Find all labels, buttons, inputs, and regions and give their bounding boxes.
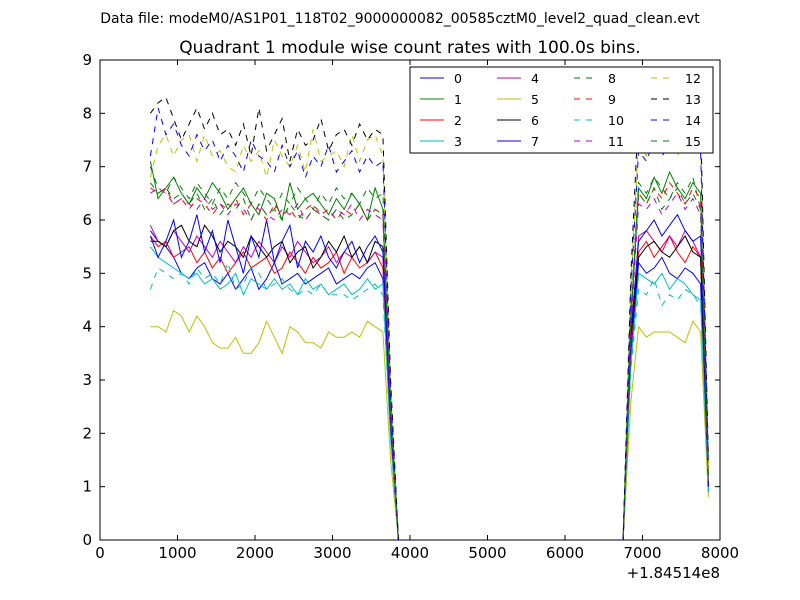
y-tick-label: 8 — [82, 104, 92, 122]
chart-title: Quadrant 1 module wise count rates with … — [179, 38, 640, 58]
x-tick-label: 0 — [95, 544, 105, 562]
legend-label-11: 11 — [608, 134, 624, 149]
series-line-9 — [150, 181, 709, 541]
y-tick-label: 9 — [82, 51, 92, 69]
legend-label-8: 8 — [608, 71, 616, 86]
series-line-8 — [149, 166, 709, 541]
x-tick-label: 5000 — [468, 544, 506, 562]
series-line-2 — [149, 235, 709, 541]
series-line-13 — [149, 96, 709, 541]
y-tick-label: 6 — [82, 211, 92, 229]
legend-label-10: 10 — [608, 113, 624, 128]
x-tick-label: 2000 — [236, 544, 274, 562]
plot-area: 0 1000 2000 3000 4000 5000 6000 7000 80000123456… — [82, 51, 739, 562]
legend-label-2: 2 — [454, 113, 462, 128]
series-line-1 — [149, 161, 709, 541]
series-line-14 — [149, 107, 709, 541]
x-tick-label: 6000 — [546, 544, 584, 562]
legend-label-6: 6 — [531, 113, 539, 128]
legend-label-5: 5 — [531, 92, 539, 107]
series-line-7 — [149, 213, 709, 541]
legend-label-0: 0 — [454, 71, 462, 86]
legend-label-7: 7 — [531, 134, 539, 149]
y-tick-label: 4 — [82, 318, 92, 336]
x-tick-label: 7000 — [623, 544, 661, 562]
x-tick-label: 3000 — [313, 544, 351, 562]
series-line-10 — [149, 261, 709, 541]
series-line-11 — [150, 187, 709, 541]
y-tick-label: 7 — [82, 158, 92, 176]
series-line-3 — [149, 246, 709, 541]
figure-suptitle: Data file: modeM0/AS1P01_118T02_90000000… — [100, 11, 700, 27]
legend-label-15: 15 — [685, 134, 701, 149]
x-tick-label: 8000 — [701, 544, 739, 562]
legend-label-12: 12 — [685, 71, 701, 86]
x-tick-label: 4000 — [391, 544, 429, 562]
y-tick-label: 5 — [82, 264, 92, 282]
series-line-5 — [150, 309, 709, 541]
legend-label-4: 4 — [531, 71, 539, 86]
legend-label-9: 9 — [608, 92, 616, 107]
x-offset-label: +1.84514e8 — [627, 564, 720, 582]
x-tick-label: 1000 — [158, 544, 196, 562]
series-line-6 — [150, 224, 709, 541]
series-line-12 — [149, 123, 709, 541]
y-tick-label: 0 — [82, 531, 92, 549]
y-tick-label: 2 — [82, 424, 92, 442]
y-tick-label: 3 — [82, 371, 92, 389]
series-line-0 — [149, 230, 709, 541]
legend-box — [409, 66, 714, 154]
legend-label-14: 14 — [685, 113, 701, 128]
y-tick-label: 1 — [82, 478, 92, 496]
legend-label-1: 1 — [454, 92, 462, 107]
legend-label-13: 13 — [685, 92, 701, 107]
legend-label-3: 3 — [454, 134, 462, 149]
